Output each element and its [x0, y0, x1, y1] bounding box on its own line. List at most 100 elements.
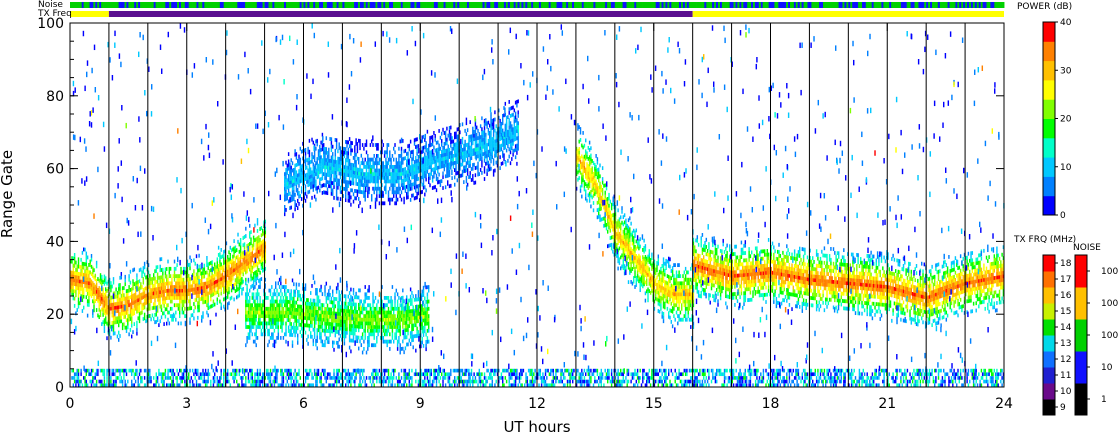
data-cell	[468, 135, 470, 139]
data-cell	[236, 295, 238, 300]
data-cell	[297, 293, 299, 298]
data-cell	[350, 331, 352, 336]
data-cell	[239, 270, 242, 275]
data-cell	[408, 309, 411, 314]
data-cell	[447, 162, 449, 167]
data-cell	[211, 271, 213, 276]
data-cell	[97, 291, 99, 296]
data-cell	[587, 178, 590, 183]
data-cell	[206, 288, 208, 293]
data-cell	[504, 123, 507, 128]
data-cell	[173, 303, 176, 308]
data-cell	[129, 280, 132, 285]
data-cell	[507, 133, 509, 138]
data-cell	[81, 250, 84, 255]
data-cell	[118, 283, 120, 288]
data-cell	[365, 292, 368, 297]
data-cell	[376, 154, 378, 158]
data-cell	[454, 168, 456, 173]
data-cell	[420, 333, 422, 338]
data-cell	[481, 156, 483, 161]
data-cell	[223, 253, 225, 258]
data-cell	[321, 132, 324, 137]
data-cell	[498, 108, 500, 113]
data-cell	[350, 349, 352, 354]
data-cell	[289, 318, 291, 323]
data-cell	[272, 306, 274, 311]
data-cell	[463, 143, 465, 148]
data-cell	[229, 282, 232, 287]
data-cell	[264, 277, 267, 282]
data-cell	[275, 299, 277, 304]
data-cell	[409, 298, 412, 303]
data-cell	[103, 300, 106, 304]
data-cell	[147, 292, 150, 297]
data-cell	[372, 314, 374, 319]
data-cell	[256, 272, 259, 277]
data-cell	[456, 149, 459, 154]
data-cell	[435, 148, 438, 153]
data-cell	[149, 303, 151, 307]
data-cell	[150, 317, 152, 322]
data-cell	[490, 123, 492, 127]
data-cell	[498, 126, 500, 131]
data-cell	[407, 302, 409, 307]
data-cell	[402, 182, 404, 187]
data-cell	[466, 153, 469, 158]
data-cell	[216, 268, 219, 273]
data-cell	[220, 262, 222, 267]
data-cell	[112, 331, 115, 336]
data-cell	[111, 313, 113, 318]
data-cell	[225, 277, 228, 282]
data-cell	[507, 158, 509, 163]
data-cell	[457, 127, 460, 131]
data-cell	[311, 320, 313, 325]
data-cell	[420, 322, 422, 327]
data-cell	[428, 288, 430, 293]
data-cell	[337, 164, 339, 168]
data-cell	[321, 147, 324, 152]
data-cell	[216, 290, 219, 295]
data-cell	[380, 296, 382, 300]
data-cell	[317, 310, 320, 314]
data-cell	[85, 262, 88, 267]
data-cell	[430, 172, 433, 176]
data-cell	[345, 294, 347, 299]
data-cell	[313, 317, 316, 321]
data-cell	[454, 131, 456, 136]
data-cell	[346, 287, 348, 292]
data-cell	[381, 201, 383, 206]
data-cell	[136, 324, 138, 329]
data-cell	[180, 288, 182, 293]
data-cell	[300, 326, 303, 331]
data-cell	[598, 196, 600, 201]
data-cell	[182, 310, 185, 315]
data-cell	[512, 112, 514, 117]
data-cell	[72, 296, 75, 301]
data-cell	[81, 290, 84, 295]
data-cell	[419, 198, 421, 203]
data-cell	[71, 274, 73, 279]
data-cell	[147, 263, 150, 268]
data-cell	[347, 173, 350, 178]
data-cell	[581, 183, 583, 188]
data-cell	[194, 305, 196, 310]
data-cell	[381, 321, 383, 326]
data-cell	[330, 296, 333, 301]
data-cell	[293, 322, 295, 327]
data-cell	[83, 265, 85, 270]
data-cell	[313, 298, 316, 303]
data-cell	[426, 285, 429, 290]
data-cell	[476, 132, 478, 137]
data-cell	[406, 320, 408, 325]
data-cell	[376, 168, 378, 173]
data-cell	[424, 311, 426, 315]
data-cell	[369, 157, 372, 162]
data-cell	[90, 279, 93, 284]
data-cell	[124, 282, 126, 287]
data-cell	[133, 322, 136, 327]
data-cell	[160, 315, 163, 320]
data-cell	[116, 305, 119, 310]
data-cell	[342, 161, 344, 166]
data-cell	[383, 175, 386, 180]
